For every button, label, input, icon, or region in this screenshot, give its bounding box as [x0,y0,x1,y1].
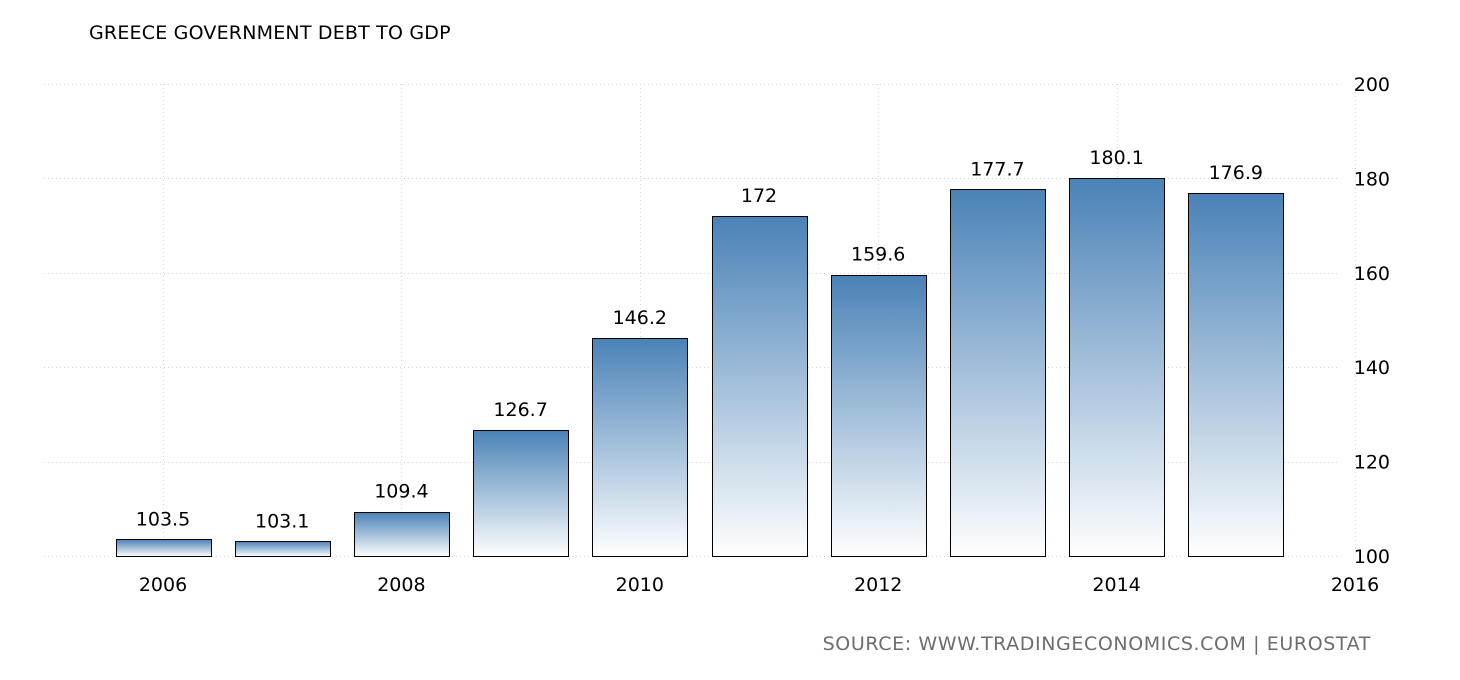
value-label-2013: 177.7 [970,158,1024,180]
bar-2011 [712,216,808,557]
value-label-2007: 103.1 [255,510,309,532]
bar-2012 [831,275,927,557]
value-label-2011: 172 [741,185,777,207]
x-tick-label-2008: 2008 [377,574,425,596]
x-tick-label-2016: 2016 [1331,574,1379,596]
bar-2008 [354,512,450,557]
bar-2010 [592,338,688,557]
x-tick-label-2012: 2012 [854,574,902,596]
chart-title: GREECE GOVERNMENT DEBT TO GDP [89,22,451,44]
value-label-2010: 146.2 [613,307,667,329]
x-axis-ticks: 2006 2008 2010 2012 2014 2016 [139,574,1379,596]
x-tick-label-2006: 2006 [139,574,187,596]
y-axis-ticks: 100 120 140 160 180 200 [1354,74,1390,568]
value-label-2008: 109.4 [374,481,428,503]
value-labels: 103.5 103.1 109.4 126.7 146.2 172 159.6 177.7 18… [136,147,1263,532]
x-tick-label-2010: 2010 [616,574,664,596]
y-tick-label-180: 180 [1354,168,1390,190]
value-label-2014: 180.1 [1089,147,1143,169]
bar-2014 [1069,178,1165,557]
y-tick-label-160: 160 [1354,263,1390,285]
value-label-2012: 159.6 [851,244,905,266]
value-label-2006: 103.5 [136,508,190,530]
y-tick-label-200: 200 [1354,74,1390,96]
source-attribution: SOURCE: WWW.TRADINGECONOMICS.COM | EUROS… [822,633,1371,655]
bars [116,178,1284,557]
bar-2007 [235,541,331,557]
y-tick-label-120: 120 [1354,452,1390,474]
bar-2006 [116,539,212,557]
bar-2015 [1188,193,1284,557]
bar-2009 [473,430,569,557]
y-tick-label-140: 140 [1354,357,1390,379]
value-label-2015: 176.9 [1209,162,1263,184]
bar-2013 [950,189,1046,557]
y-tick-label-100: 100 [1354,546,1390,568]
value-label-2009: 126.7 [493,399,547,421]
x-tick-label-2014: 2014 [1092,574,1140,596]
